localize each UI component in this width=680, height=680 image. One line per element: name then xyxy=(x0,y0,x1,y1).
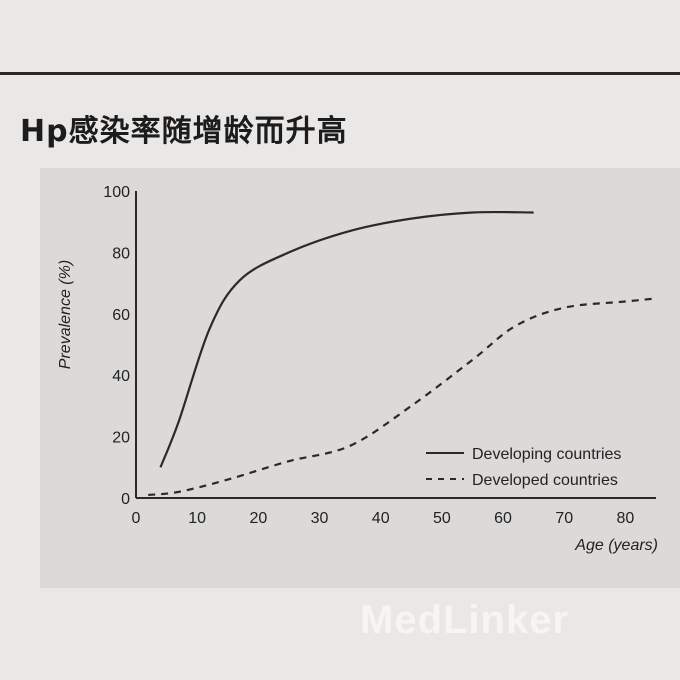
x-tick-label-30: 30 xyxy=(311,510,329,527)
chart-legend: Developing countries Developed countries xyxy=(426,446,621,489)
chart-axes xyxy=(135,191,656,499)
x-tick-label-10: 10 xyxy=(188,510,206,527)
y-ticks: 0 20 40 60 80 100 xyxy=(103,184,130,508)
chart-panel: 0 20 40 60 80 100 0 10 20 30 40 50 60 70 80 Prevalenc… xyxy=(40,168,680,588)
y-tick-label-100: 100 xyxy=(103,184,130,201)
x-tick-label-0: 0 xyxy=(132,510,141,527)
x-tick-label-50: 50 xyxy=(433,510,451,527)
x-tick-label-40: 40 xyxy=(372,510,390,527)
y-tick-label-80: 80 xyxy=(112,245,130,262)
x-tick-label-70: 70 xyxy=(555,510,573,527)
y-tick-label-0: 0 xyxy=(121,491,130,508)
prevalence-chart: 0 20 40 60 80 100 0 10 20 30 40 50 60 70 80 Prevalenc… xyxy=(57,184,658,554)
page-title: Hp感染率随增龄而升高 xyxy=(20,114,348,149)
y-axis-title: Prevalence (%) xyxy=(57,260,74,369)
x-tick-label-60: 60 xyxy=(494,510,512,527)
x-ticks: 0 10 20 30 40 50 60 70 80 xyxy=(132,510,635,527)
series-line-developed xyxy=(148,297,657,497)
y-tick-label-40: 40 xyxy=(112,368,130,385)
x-axis-title: Age (years) xyxy=(574,537,658,554)
top-rule xyxy=(0,72,680,75)
x-tick-label-80: 80 xyxy=(617,510,635,527)
watermark-text: MedLinker xyxy=(360,598,570,642)
legend-label-developing: Developing countries xyxy=(472,446,621,463)
legend-label-developed: Developed countries xyxy=(472,472,618,489)
chart-series xyxy=(148,210,657,497)
series-line-developing xyxy=(159,210,534,468)
y-tick-label-20: 20 xyxy=(112,430,130,447)
x-tick-label-20: 20 xyxy=(249,510,267,527)
y-tick-label-60: 60 xyxy=(112,307,130,324)
